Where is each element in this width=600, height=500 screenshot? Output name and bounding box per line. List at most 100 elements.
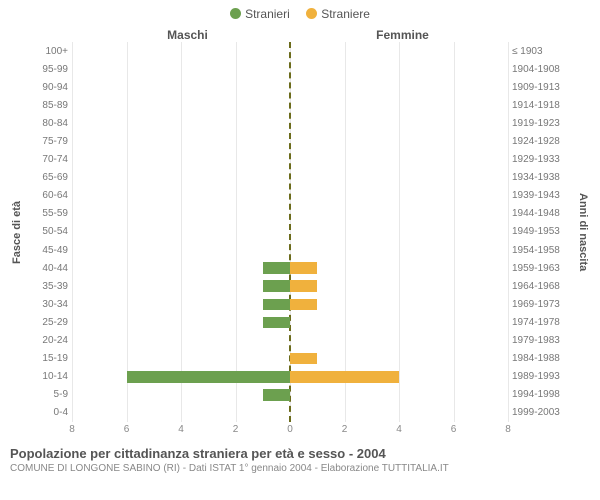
legend-label: Stranieri (245, 7, 290, 21)
bar-male (263, 317, 290, 329)
y-tick-birth: 1944-1948 (508, 205, 576, 223)
bar-row (72, 42, 508, 60)
y-axis-right: ≤ 19031904-19081909-19131914-19181919-19… (508, 42, 576, 422)
bar-row (72, 332, 508, 350)
bar-row (72, 114, 508, 132)
bar-row (72, 223, 508, 241)
chart-subtitle: COMUNE DI LONGONE SABINO (RI) - Dati IST… (10, 463, 590, 474)
y-tick-birth: 1924-1928 (508, 132, 576, 150)
bar-row (72, 60, 508, 78)
x-tick: 4 (178, 424, 184, 435)
x-axis: 8 6 4 2 0 2 4 6 8 (72, 424, 508, 438)
y-tick-birth: 1929-1933 (508, 151, 576, 169)
bar-row (72, 368, 508, 386)
y-tick-age: 10-14 (24, 368, 72, 386)
bar-row (72, 169, 508, 187)
x-tick: 0 (287, 424, 293, 435)
y-tick-age: 75-79 (24, 132, 72, 150)
y-tick-birth: 1939-1943 (508, 187, 576, 205)
bar-male (263, 389, 290, 401)
y-tick-age: 95-99 (24, 60, 72, 78)
bar-female (290, 299, 317, 311)
x-axis-row: 8 6 4 2 0 2 4 6 8 (10, 424, 590, 438)
y-tick-birth: 1969-1973 (508, 295, 576, 313)
y-tick-birth: 1979-1983 (508, 332, 576, 350)
bar-row (72, 151, 508, 169)
y-tick-birth: 1909-1913 (508, 78, 576, 96)
legend-label: Straniere (321, 7, 370, 21)
chart-container: Stranieri Straniere Maschi Femmine Fasce… (0, 0, 600, 500)
bar-male (127, 371, 291, 383)
y-axis-title-right: Anni di nascita (576, 42, 590, 422)
bar-row (72, 96, 508, 114)
y-tick-age: 50-54 (24, 223, 72, 241)
y-tick-age: 15-19 (24, 350, 72, 368)
column-headers: Maschi Femmine (10, 28, 590, 42)
y-tick-birth: 1974-1978 (508, 313, 576, 331)
x-tick: 2 (342, 424, 348, 435)
bar-row (72, 313, 508, 331)
bar-row (72, 386, 508, 404)
y-tick-birth: ≤ 1903 (508, 42, 576, 60)
y-tick-age: 55-59 (24, 205, 72, 223)
y-tick-birth: 1999-2003 (508, 404, 576, 422)
x-tick: 8 (505, 424, 511, 435)
x-tick: 4 (396, 424, 402, 435)
y-tick-age: 30-34 (24, 295, 72, 313)
bar-row (72, 350, 508, 368)
y-tick-birth: 1984-1988 (508, 350, 576, 368)
y-tick-birth: 1954-1958 (508, 241, 576, 259)
bar-row (72, 404, 508, 422)
bar-row (72, 241, 508, 259)
bar-female (290, 262, 317, 274)
plot-row: Fasce di età 100+95-9990-9485-8980-8475-… (10, 42, 590, 422)
chart-title: Popolazione per cittadinanza straniera p… (10, 446, 590, 461)
legend-swatch-straniere (306, 8, 317, 19)
y-tick-age: 70-74 (24, 151, 72, 169)
bar-row (72, 205, 508, 223)
y-tick-birth: 1994-1998 (508, 386, 576, 404)
y-tick-age: 45-49 (24, 241, 72, 259)
y-tick-age: 0-4 (24, 404, 72, 422)
y-tick-birth: 1904-1908 (508, 60, 576, 78)
y-tick-age: 85-89 (24, 96, 72, 114)
y-tick-birth: 1964-1968 (508, 277, 576, 295)
bar-male (263, 299, 290, 311)
y-axis-title-left: Fasce di età (10, 42, 24, 422)
y-tick-age: 100+ (24, 42, 72, 60)
bar-row (72, 187, 508, 205)
y-tick-birth: 1959-1963 (508, 259, 576, 277)
y-tick-birth: 1914-1918 (508, 96, 576, 114)
legend-item-straniere: Straniere (306, 7, 370, 21)
bar-female (290, 353, 317, 365)
y-tick-birth: 1919-1923 (508, 114, 576, 132)
bars (72, 42, 508, 422)
bar-row (72, 259, 508, 277)
header-maschi: Maschi (80, 28, 295, 42)
header-femmine: Femmine (295, 28, 510, 42)
y-axis-left: 100+95-9990-9485-8980-8475-7970-7465-696… (24, 42, 72, 422)
y-tick-birth: 1989-1993 (508, 368, 576, 386)
y-tick-age: 25-29 (24, 313, 72, 331)
legend-item-stranieri: Stranieri (230, 7, 290, 21)
y-tick-birth: 1949-1953 (508, 223, 576, 241)
y-tick-age: 80-84 (24, 114, 72, 132)
x-tick: 2 (233, 424, 239, 435)
x-tick: 6 (451, 424, 457, 435)
bar-male (263, 262, 290, 274)
y-tick-age: 20-24 (24, 332, 72, 350)
plot-area (72, 42, 508, 422)
y-tick-age: 60-64 (24, 187, 72, 205)
x-tick: 8 (69, 424, 75, 435)
bar-row (72, 295, 508, 313)
bar-row (72, 78, 508, 96)
legend-swatch-stranieri (230, 8, 241, 19)
y-tick-age: 35-39 (24, 277, 72, 295)
x-tick: 6 (124, 424, 130, 435)
bar-row (72, 277, 508, 295)
legend: Stranieri Straniere (10, 6, 590, 24)
y-tick-age: 5-9 (24, 386, 72, 404)
y-tick-birth: 1934-1938 (508, 169, 576, 187)
bar-female (290, 371, 399, 383)
y-tick-age: 65-69 (24, 169, 72, 187)
